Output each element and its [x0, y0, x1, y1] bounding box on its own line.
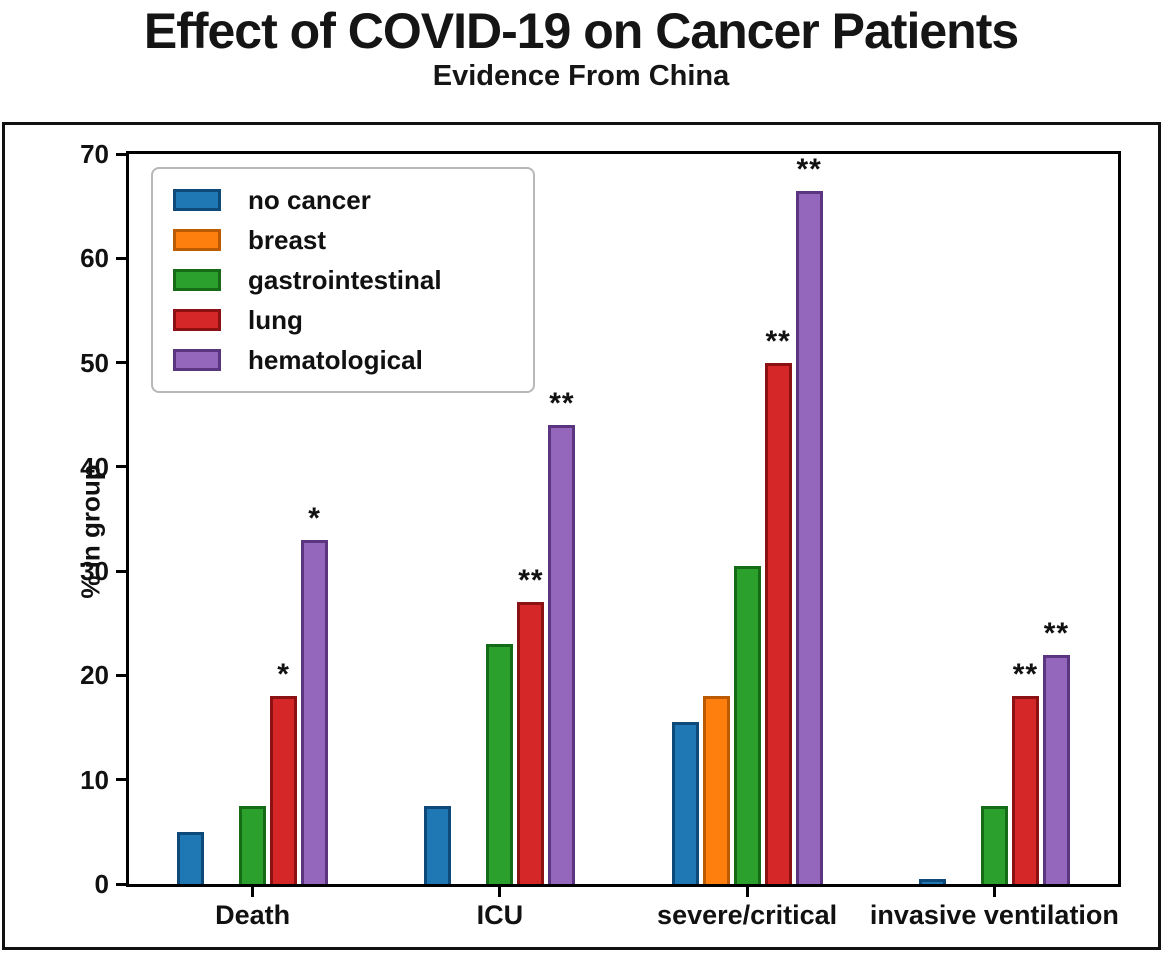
- legend-item-breast: breast: [173, 220, 513, 260]
- bar-hematological-Death: [301, 539, 329, 884]
- legend-label-hematological: hematological: [248, 344, 423, 375]
- chart-subtitle: Evidence From China: [432, 60, 730, 92]
- bar-no-cancer-Death: [177, 831, 205, 884]
- y-tick-mark-10: [116, 778, 126, 782]
- significance-marker-lung-severe-critical: **: [765, 324, 791, 358]
- y-tick-label-40: 40: [80, 451, 109, 482]
- bar-no-cancer-invasive-ventilation: [918, 878, 946, 884]
- legend: no cancer breast gastrointestinal lung hemat…: [151, 167, 535, 393]
- legend-item-hematological: hematological: [173, 340, 513, 380]
- legend-item-gastrointestinal: gastrointestinal: [173, 260, 513, 300]
- bar-lung-Death: [270, 696, 298, 884]
- x-tick-mark-Death: [251, 887, 255, 897]
- chart-frame: % in group no cancer breast gastrointestin…: [2, 122, 1161, 950]
- significance-marker-lung-Death: *: [277, 658, 290, 692]
- significance-marker-hematological-ICU: **: [549, 387, 575, 421]
- bar-lung-severe-critical: [764, 362, 792, 884]
- bar-lung-ICU: [517, 602, 545, 884]
- legend-label-breast: breast: [248, 224, 327, 255]
- significance-marker-hematological-severe-critical: **: [796, 152, 822, 186]
- y-tick-label-30: 30: [80, 556, 109, 587]
- significance-marker-lung-ICU: **: [518, 564, 544, 598]
- bar-no-cancer-severe-critical: [671, 722, 699, 884]
- bar-gastrointestinal-severe-critical: [733, 565, 761, 884]
- y-tick-mark-50: [116, 361, 126, 365]
- legend-swatch-lung: [173, 309, 221, 331]
- y-tick-mark-70: [116, 152, 126, 156]
- y-tick-label-60: 60: [80, 243, 109, 274]
- x-tick-label-ICU: ICU: [476, 900, 524, 930]
- y-tick-mark-20: [116, 673, 126, 677]
- legend-swatch-no-cancer: [173, 189, 221, 211]
- plot-area: no cancer breast gastrointestinal lung hemat…: [80, 139, 1121, 930]
- y-tick-mark-0: [116, 882, 126, 886]
- y-tick-mark-30: [116, 569, 126, 573]
- legend-item-no-cancer: no cancer: [173, 180, 513, 220]
- legend-label-no-cancer: no cancer: [248, 184, 371, 215]
- bar-hematological-severe-critical: [795, 190, 823, 884]
- bar-breast-severe-critical: [702, 696, 730, 884]
- bar-hematological-invasive-ventilation: [1042, 654, 1070, 884]
- y-tick-label-10: 10: [80, 764, 109, 795]
- bar-gastrointestinal-invasive-ventilation: [980, 805, 1008, 884]
- y-tick-label-20: 20: [80, 660, 109, 691]
- x-tick-label-Death: Death: [215, 900, 291, 930]
- significance-marker-hematological-Death: *: [308, 501, 321, 535]
- legend-swatch-gastrointestinal: [173, 269, 221, 291]
- significance-marker-hematological-invasive-ventilation: **: [1043, 616, 1070, 650]
- chart-title: Effect of COVID-19 on Cancer Patients: [143, 3, 1019, 59]
- x-tick-mark-invasive-ventilation: [992, 887, 996, 897]
- bar-gastrointestinal-ICU: [486, 644, 514, 884]
- y-tick-mark-60: [116, 256, 126, 260]
- x-tick-mark-ICU: [498, 887, 502, 897]
- y-tick-label-70: 70: [80, 139, 109, 169]
- x-tick-label-severe-critical: severe/critical: [657, 900, 838, 930]
- x-tick-label-invasive-ventilation: invasive ventilation: [869, 900, 1119, 930]
- bar-hematological-ICU: [548, 425, 576, 884]
- legend-item-lung: lung: [173, 300, 513, 340]
- legend-swatch-breast: [173, 229, 221, 251]
- x-tick-mark-severe-critical: [745, 887, 749, 897]
- significance-marker-lung-invasive-ventilation: **: [1012, 658, 1039, 692]
- bar-gastrointestinal-Death: [239, 805, 267, 884]
- y-tick-mark-40: [116, 465, 126, 469]
- legend-label-gastrointestinal: gastrointestinal: [248, 264, 442, 295]
- bar-lung-invasive-ventilation: [1011, 696, 1039, 884]
- bar-no-cancer-ICU: [424, 805, 452, 884]
- y-tick-label-0: 0: [94, 869, 109, 899]
- y-tick-label-50: 50: [80, 347, 109, 378]
- legend-label-lung: lung: [248, 304, 303, 335]
- legend-swatch-hematological: [173, 349, 221, 371]
